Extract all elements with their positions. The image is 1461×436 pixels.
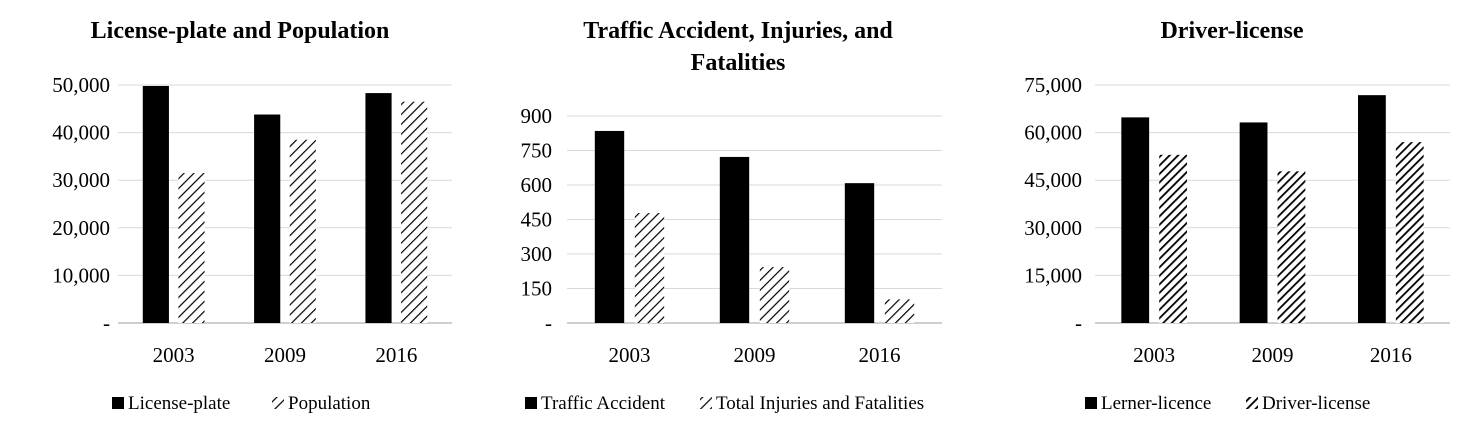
legend-label: Traffic Accident <box>541 393 666 414</box>
y-tick-label: 45,000 <box>1024 168 1082 192</box>
bar-total-injuries-and-fatalities-2016 <box>884 299 915 323</box>
bar-driver-license-2009 <box>1277 171 1306 323</box>
y-tick-label: 30,000 <box>52 168 110 192</box>
bar-lerner-licence-2009 <box>1239 122 1268 323</box>
x-tick-label: 2009 <box>1252 343 1294 367</box>
y-tick-label: 600 <box>521 173 553 197</box>
legend-swatch <box>525 397 537 409</box>
y-tick-label: 900 <box>521 104 553 128</box>
bar-driver-license-2003 <box>1159 154 1188 323</box>
y-tick-label: 50,000 <box>52 73 110 97</box>
y-tick-label: - <box>545 311 552 335</box>
chart-title: Driver-license <box>1160 18 1303 44</box>
x-tick-label: 2016 <box>1370 343 1412 367</box>
chart-2: Traffic Accident, Injuries, and Fatalitie… <box>521 18 942 414</box>
bar-population-2016 <box>401 101 428 323</box>
y-tick-label: - <box>1075 311 1082 335</box>
legend-swatch <box>1085 397 1097 409</box>
bar-driver-license-2016 <box>1395 142 1424 323</box>
y-tick-label: 10,000 <box>52 263 110 287</box>
bar-population-2003 <box>178 173 205 323</box>
bar-license-plate-2009 <box>254 114 281 324</box>
y-tick-label: 15,000 <box>1024 263 1082 287</box>
legend-label: Lerner-licence <box>1101 393 1211 414</box>
legend-label: License-plate <box>128 393 230 414</box>
bar-traffic-accident-2003 <box>594 130 625 323</box>
x-tick-label: 2009 <box>734 343 776 367</box>
bar-license-plate-2016 <box>365 93 392 323</box>
bar-traffic-accident-2009 <box>719 156 750 323</box>
y-tick-label: 450 <box>521 208 553 232</box>
legend-label: Population <box>288 393 371 414</box>
chart-title: Fatalities <box>691 50 786 76</box>
bar-license-plate-2003 <box>142 85 169 324</box>
chart-title: Traffic Accident, Injuries, and <box>583 18 893 44</box>
bar-lerner-licence-2003 <box>1121 117 1150 323</box>
bar-population-2009 <box>289 139 316 323</box>
y-tick-label: - <box>103 311 110 335</box>
legend-label: Total Injuries and Fatalities <box>716 393 924 414</box>
legend-swatch <box>272 397 284 409</box>
legend-swatch <box>112 397 124 409</box>
x-tick-label: 2016 <box>859 343 901 367</box>
y-tick-label: 30,000 <box>1024 216 1082 240</box>
x-tick-label: 2003 <box>1133 343 1175 367</box>
x-tick-label: 2003 <box>153 343 195 367</box>
chart-3: Driver-license - 15,000 30,000 45,000 60,000 7… <box>1024 18 1450 414</box>
y-tick-label: 20,000 <box>52 216 110 240</box>
bar-total-injuries-and-fatalities-2003 <box>634 213 665 323</box>
x-tick-label: 2003 <box>609 343 651 367</box>
bar-total-injuries-and-fatalities-2009 <box>759 267 790 323</box>
bar-traffic-accident-2016 <box>844 183 875 323</box>
bar-lerner-licence-2016 <box>1357 95 1386 323</box>
legend-label: Driver-license <box>1262 393 1370 414</box>
x-tick-label: 2009 <box>264 343 306 367</box>
y-tick-label: 150 <box>521 277 553 301</box>
y-tick-label: 40,000 <box>52 121 110 145</box>
chart-title: License-plate and Population <box>91 18 390 44</box>
x-tick-label: 2016 <box>375 343 417 367</box>
y-tick-label: 60,000 <box>1024 121 1082 145</box>
y-tick-label: 300 <box>521 242 553 266</box>
y-tick-label: 750 <box>521 139 553 163</box>
legend-swatch <box>700 397 712 409</box>
y-tick-label: 75,000 <box>1024 73 1082 97</box>
legend-swatch <box>1246 397 1258 409</box>
chart-1: License-plate and Population - 10,000 20,00… <box>52 18 452 414</box>
